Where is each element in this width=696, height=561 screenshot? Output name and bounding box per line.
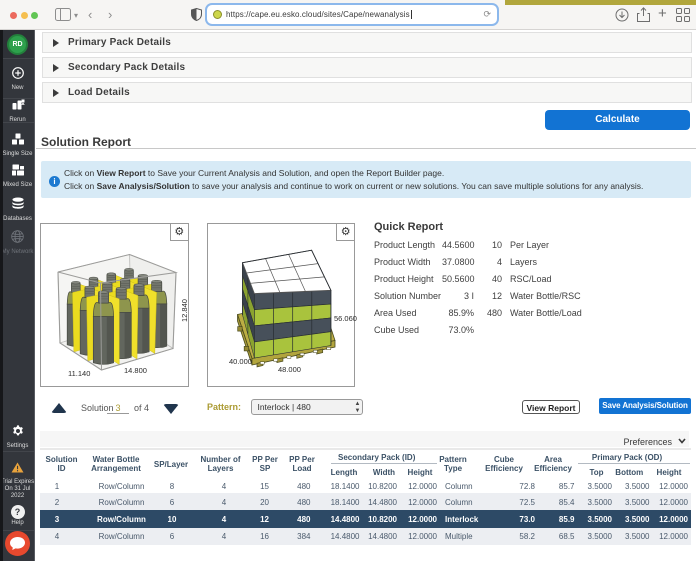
svg-text:48.000: 48.000 [278, 365, 301, 374]
svg-text:11.140: 11.140 [68, 369, 90, 376]
svg-text:12.840: 12.840 [180, 299, 189, 322]
svg-text:56.060: 56.060 [334, 314, 357, 323]
svg-text:40.000: 40.000 [229, 357, 252, 366]
svg-text:14.800: 14.800 [124, 366, 147, 375]
